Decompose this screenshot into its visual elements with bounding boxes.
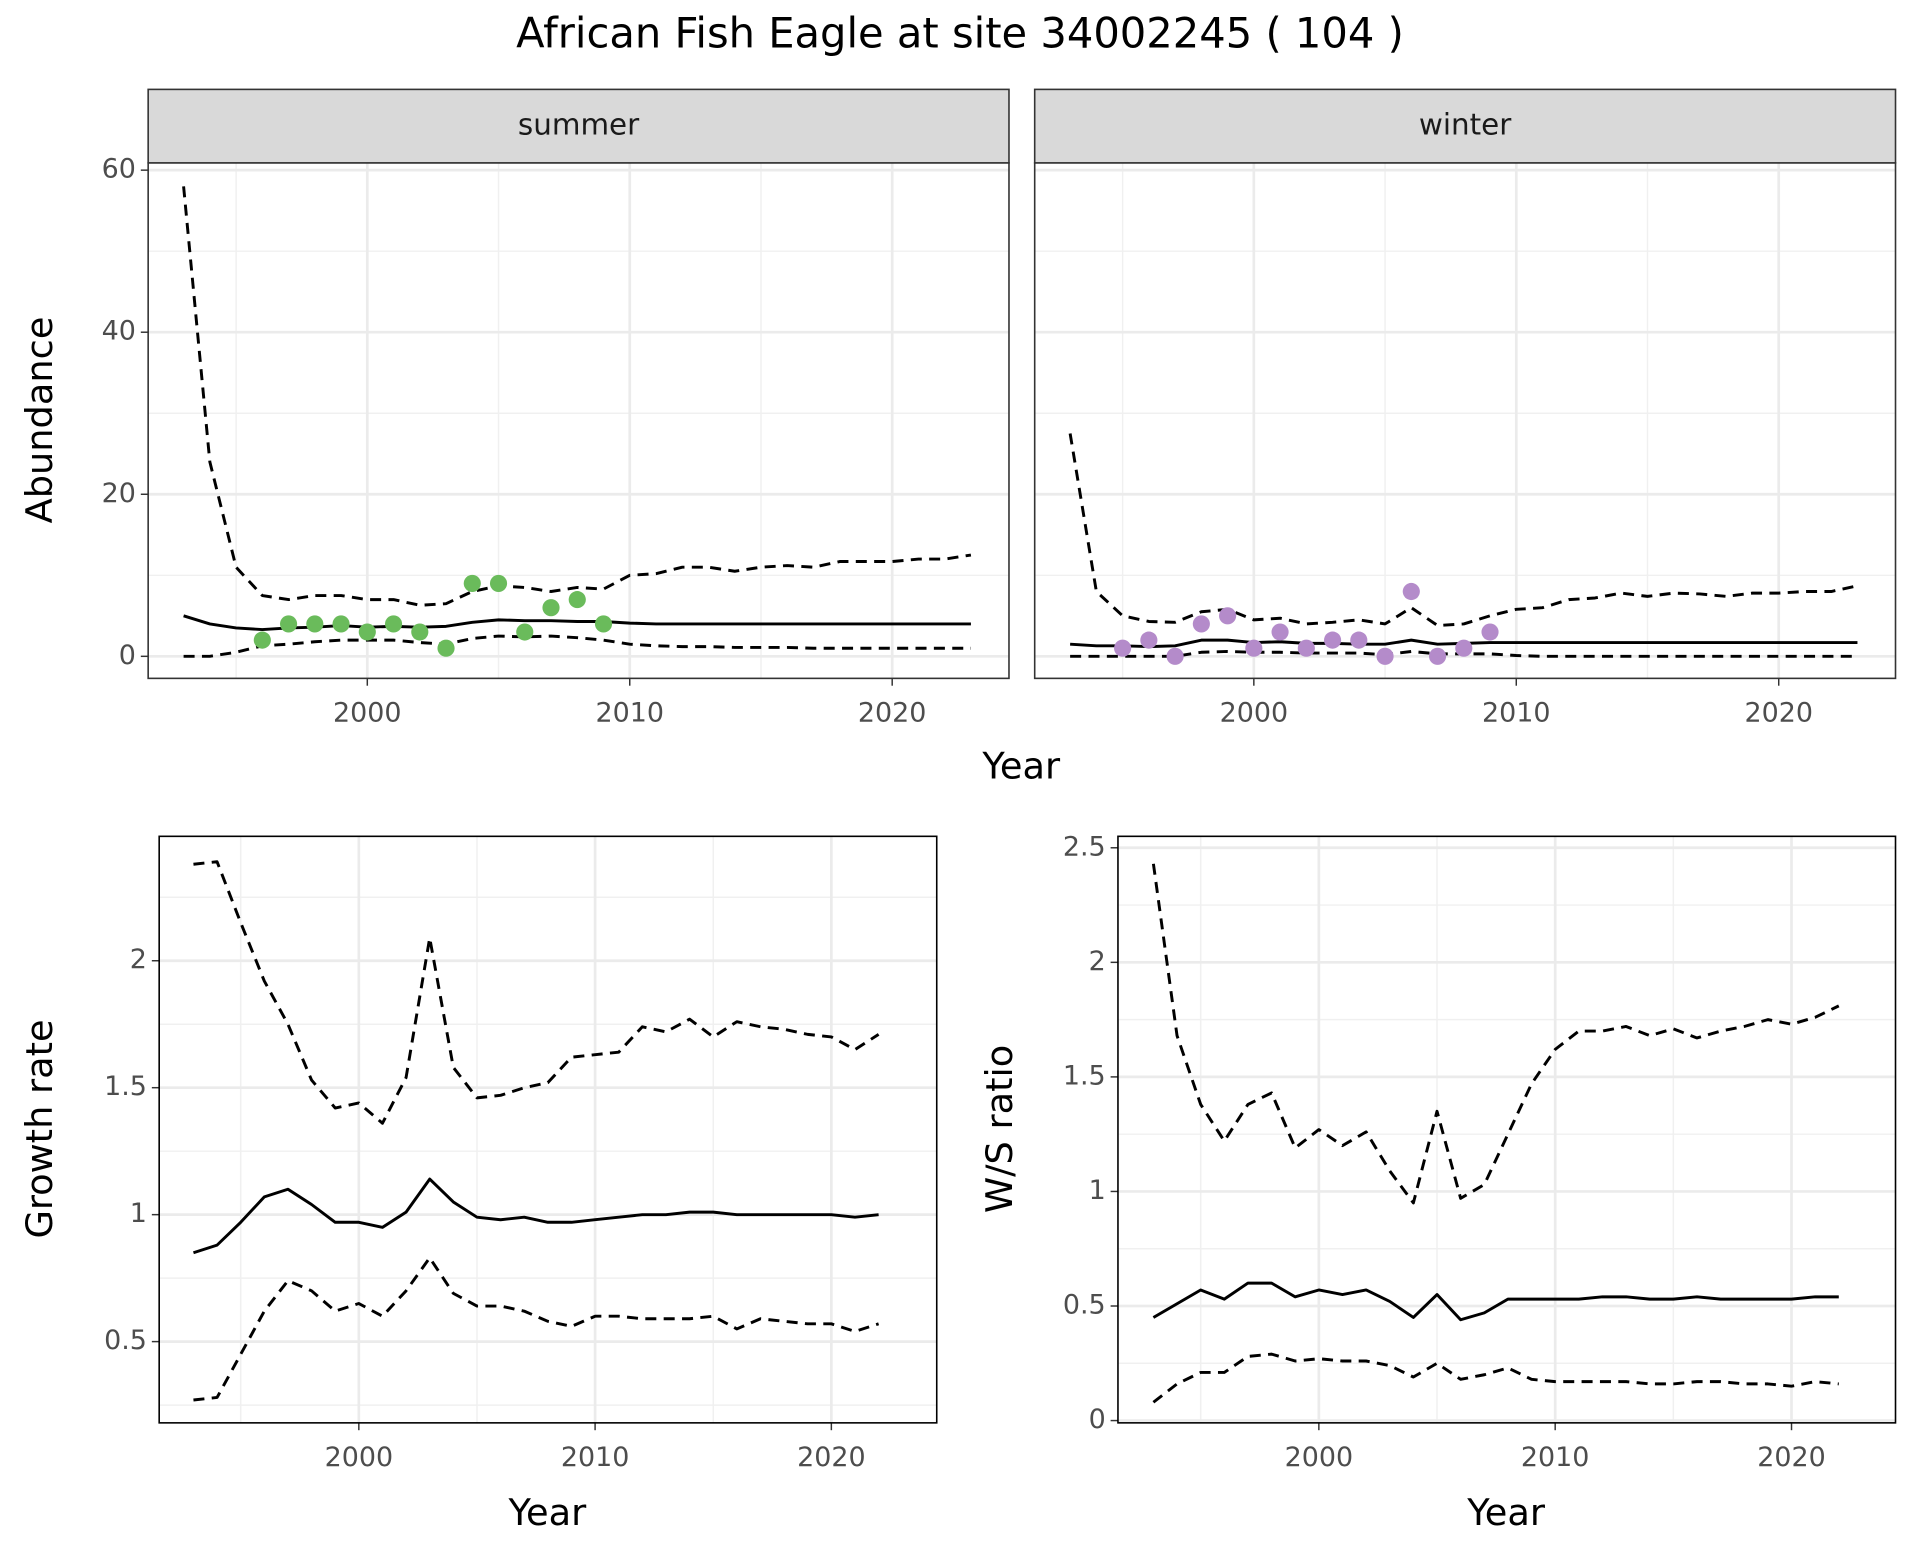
x-tick-label: 2000	[333, 697, 402, 728]
x-axis-title: Year	[507, 1491, 587, 1534]
trend-line	[192, 1177, 879, 1255]
x-tick-label: 2010	[595, 697, 664, 728]
y-axis-title: Abundance	[18, 317, 61, 524]
x-tick-label: 2010	[1482, 697, 1551, 728]
observation-point	[1428, 647, 1447, 665]
y-tick-label: 20	[102, 478, 136, 509]
observation-point	[1166, 647, 1184, 665]
y-tick-label: 1.5	[104, 1071, 147, 1102]
interval-line	[182, 186, 972, 607]
observation-point	[594, 615, 613, 633]
observation-point	[516, 623, 534, 641]
y-tick-label: 0.5	[1063, 1290, 1106, 1321]
observation-point	[1455, 639, 1473, 657]
observation-point	[1271, 623, 1289, 641]
x-tick-label: 2000	[1285, 1442, 1354, 1473]
x-axis-title: Year	[1466, 1491, 1546, 1534]
observation-point	[463, 574, 481, 592]
observation-point	[384, 615, 403, 633]
x-axis-title: Year	[981, 744, 1061, 787]
observation-point	[489, 574, 508, 592]
observation-point	[1192, 615, 1210, 633]
trend-line	[1152, 1281, 1839, 1322]
facet-label: winter	[1419, 108, 1512, 142]
observation-point	[568, 591, 586, 609]
observation-point	[332, 615, 350, 633]
observation-point	[358, 623, 376, 641]
observation-point	[1297, 639, 1315, 657]
plot-background	[159, 836, 937, 1423]
y-tick-label: 1.5	[1063, 1060, 1106, 1091]
y-tick-label: 2.5	[1063, 831, 1106, 862]
x-tick-label: 2020	[1757, 1442, 1826, 1473]
observation-point	[1219, 607, 1237, 625]
observation-point	[411, 623, 429, 641]
interval-line	[1152, 1352, 1839, 1404]
observation-point	[306, 615, 324, 633]
observation-point	[1140, 631, 1158, 649]
observation-point	[542, 599, 560, 617]
observation-point	[1323, 631, 1342, 649]
plot-background	[1117, 836, 1896, 1423]
y-tick-label: 0	[119, 640, 136, 671]
interval-line	[193, 860, 880, 1125]
interval-line	[1068, 433, 1858, 627]
x-tick-label: 2020	[1744, 697, 1813, 728]
y-tick-label: 0.5	[104, 1325, 147, 1356]
x-tick-label: 2010	[1521, 1442, 1590, 1473]
y-axis-title: W/S ratio	[978, 1045, 1021, 1213]
x-tick-label: 2020	[858, 697, 927, 728]
y-tick-label: 0	[1089, 1404, 1106, 1435]
observation-point	[1376, 647, 1394, 665]
observation-point	[1402, 582, 1420, 601]
panel-border	[1117, 835, 1897, 1424]
observation-point	[1350, 631, 1368, 649]
x-tick-label: 2020	[797, 1442, 866, 1473]
facet-label: summer	[518, 108, 640, 142]
figure-title: African Fish Eagle at site 34002245 ( 10…	[516, 9, 1404, 58]
y-tick-label: 40	[102, 316, 136, 347]
facet-strip	[147, 88, 1010, 164]
x-tick-label: 2000	[325, 1442, 394, 1473]
observation-point	[1114, 639, 1132, 657]
observation-point	[279, 615, 298, 633]
y-tick-label: 2	[130, 944, 147, 975]
observation-point	[1481, 623, 1499, 641]
panel-border	[158, 835, 938, 1424]
y-tick-label: 1	[1089, 1175, 1106, 1206]
facet-strip	[1033, 88, 1897, 164]
x-tick-label: 2000	[1220, 697, 1289, 728]
y-tick-label: 2	[1089, 946, 1106, 977]
y-tick-label: 1	[130, 1198, 147, 1229]
observation-point	[1245, 639, 1263, 657]
observation-point	[253, 631, 271, 649]
interval-line	[1151, 863, 1840, 1205]
x-tick-label: 2010	[561, 1442, 630, 1473]
y-tick-label: 60	[102, 154, 136, 185]
interval-line	[183, 634, 971, 658]
observation-point	[437, 639, 455, 657]
plot-background	[1034, 162, 1896, 679]
y-axis-title: Growth rate	[18, 1019, 61, 1238]
